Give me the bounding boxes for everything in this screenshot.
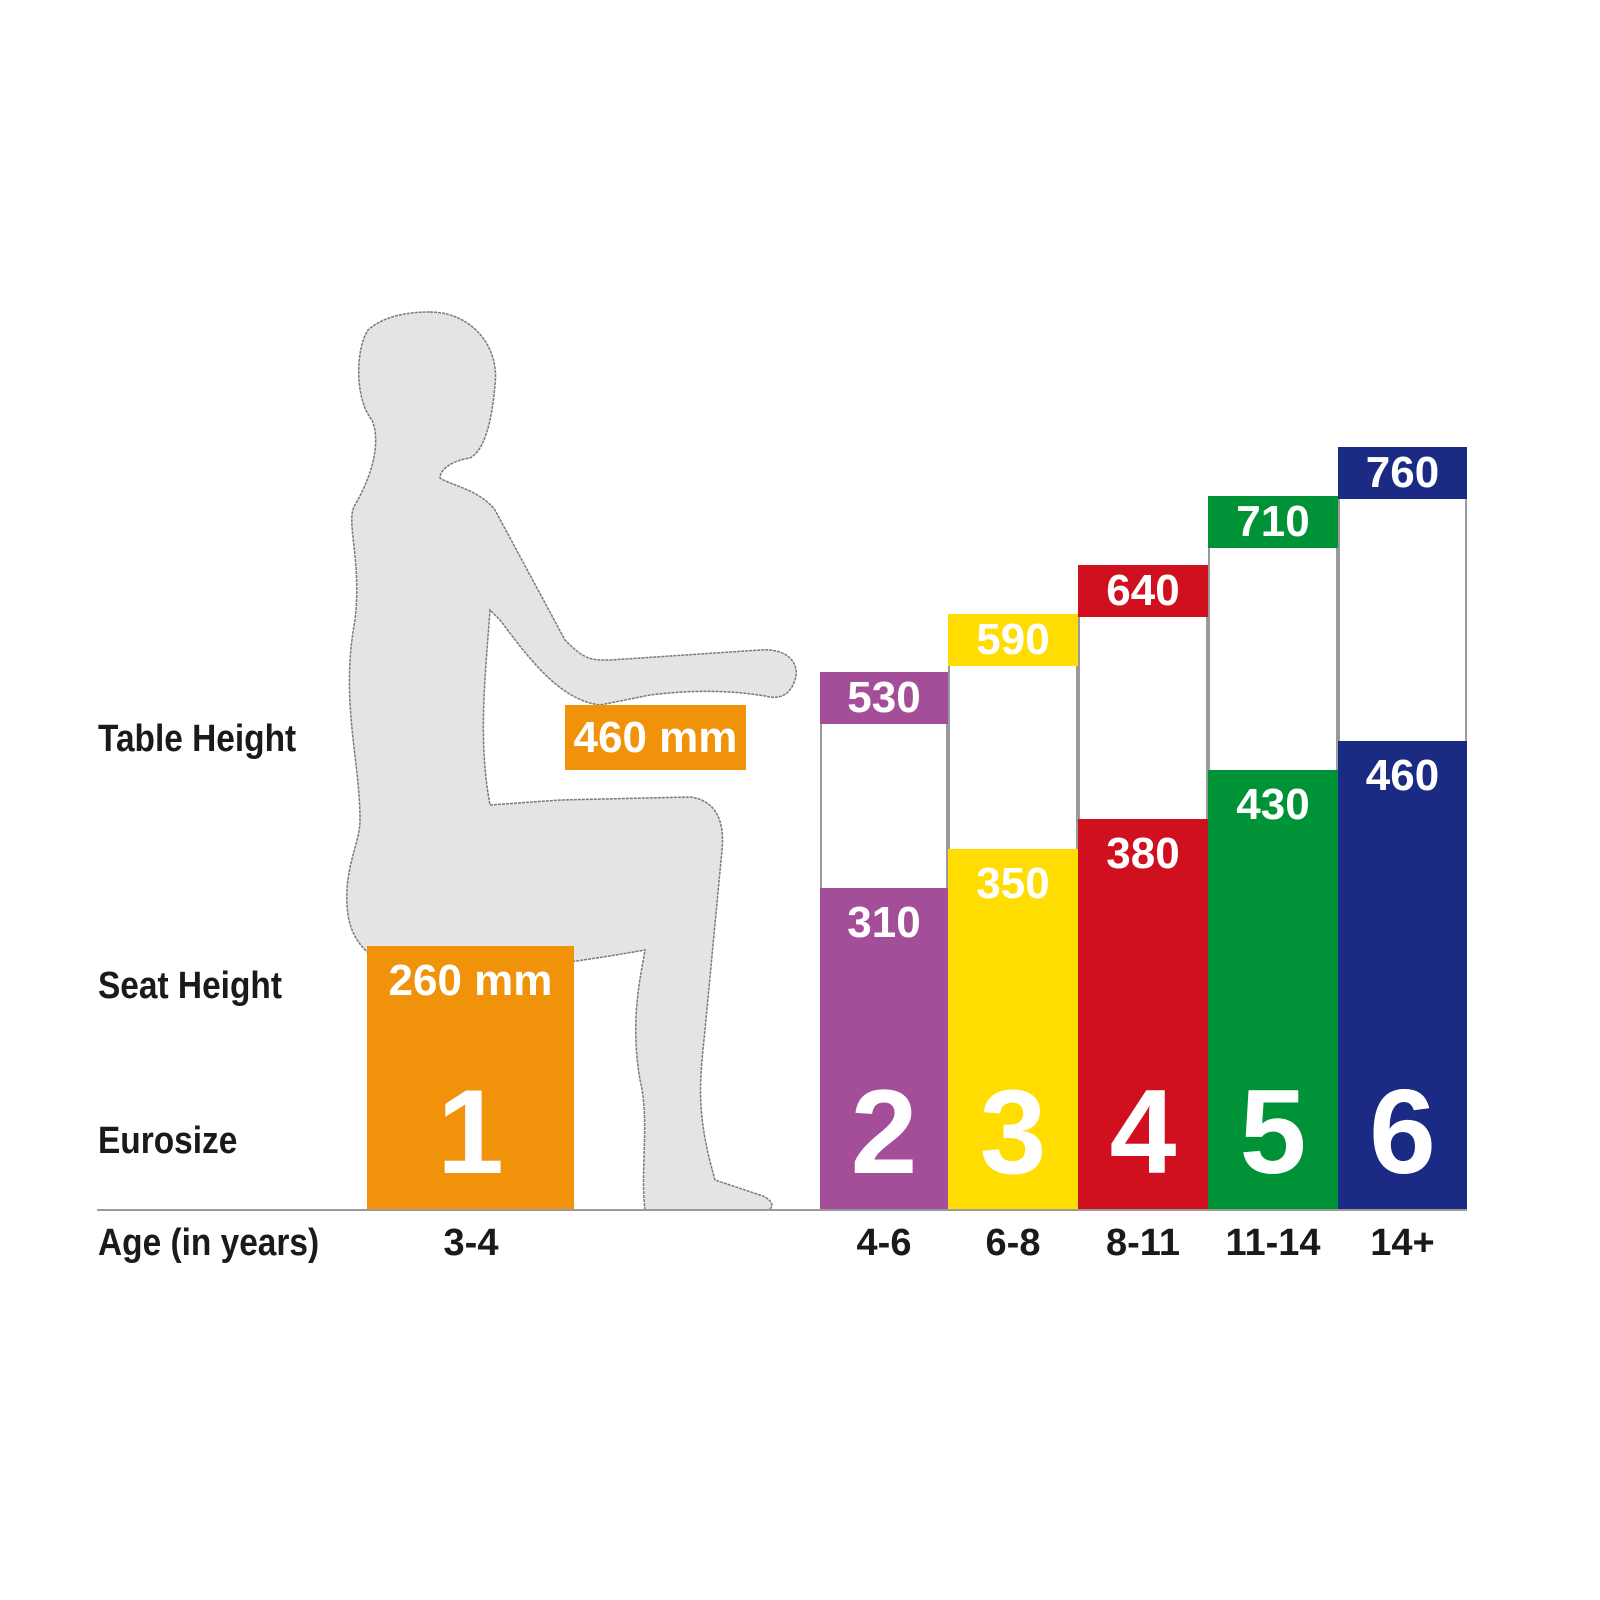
age-label: 11-14 — [1225, 1222, 1321, 1264]
row-label-age: Age (in years) — [98, 1222, 320, 1264]
eurosize-number: 6 — [1369, 1065, 1436, 1199]
age-label-1: 3-4 — [443, 1222, 499, 1264]
seat-height-label: 430 — [1236, 780, 1310, 830]
eurosize-number: 2 — [850, 1065, 918, 1199]
eurosize-1-seat-block: 260 mm 1 — [367, 946, 574, 1210]
seat-height-bar: 430 5 — [1208, 770, 1338, 1210]
eurosize-number: 3 — [979, 1064, 1047, 1199]
table-height-band: 530 — [820, 672, 948, 725]
age-label: 6-8 — [985, 1222, 1041, 1264]
row-label-table-height: Table Height — [98, 718, 297, 760]
seat-height-label: 310 — [847, 898, 921, 947]
table-height-band: 760 — [1338, 447, 1467, 499]
seat-height-label: 380 — [1106, 829, 1180, 879]
row-label-eurosize: Eurosize — [98, 1120, 238, 1162]
seat-height-label-1: 260 mm — [388, 956, 553, 1005]
seat-height-bar: 380 4 — [1078, 819, 1208, 1210]
seat-height-label: 350 — [976, 858, 1050, 908]
baseline — [97, 1209, 1467, 1211]
table-height-band: 640 — [1078, 564, 1208, 617]
child-silhouette-shape — [346, 311, 797, 1211]
seat-height-label: 460 — [1365, 751, 1440, 800]
eurosize-number: 5 — [1239, 1064, 1307, 1199]
seat-height-bar: 460 6 — [1338, 741, 1467, 1210]
age-label: 14+ — [1370, 1222, 1435, 1264]
row-label-seat-height: Seat Height — [98, 965, 282, 1007]
eurosize-number-1: 1 — [437, 1065, 504, 1199]
eurosize-number: 4 — [1109, 1064, 1177, 1199]
table-height-label-1: 460 mm — [565, 705, 746, 770]
seat-height-bar: 310 2 — [820, 888, 948, 1210]
table-height-band: 710 — [1208, 496, 1338, 548]
age-label: 8-11 — [1106, 1222, 1180, 1264]
seat-height-bar: 350 3 — [948, 848, 1078, 1210]
age-label: 4-6 — [856, 1222, 912, 1264]
table-height-band: 590 — [948, 613, 1078, 666]
